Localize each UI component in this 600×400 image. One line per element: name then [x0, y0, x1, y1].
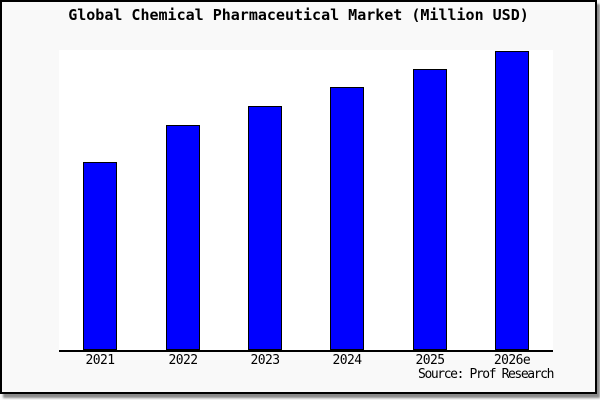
bar-2022 [166, 125, 200, 350]
plot-area [59, 50, 553, 350]
bar-2023 [248, 106, 282, 350]
x-tick-label-2025: 2025 [415, 353, 446, 368]
x-tick-label-2023: 2023 [250, 353, 281, 368]
x-tick-label-2026e: 2026e [493, 353, 531, 368]
bar-2024 [330, 87, 364, 350]
bar-2025 [413, 69, 447, 350]
source-note: Source: Prof Research [418, 367, 554, 382]
x-tick-label-2024: 2024 [332, 353, 363, 368]
bar-2021 [83, 162, 117, 350]
x-tick-label-2022: 2022 [168, 353, 199, 368]
x-tick-label-2021: 2021 [85, 353, 116, 368]
x-axis-line [59, 350, 553, 352]
chart-title: Global Chemical Pharmaceutical Market (M… [68, 6, 529, 24]
bar-2026e [495, 51, 529, 350]
